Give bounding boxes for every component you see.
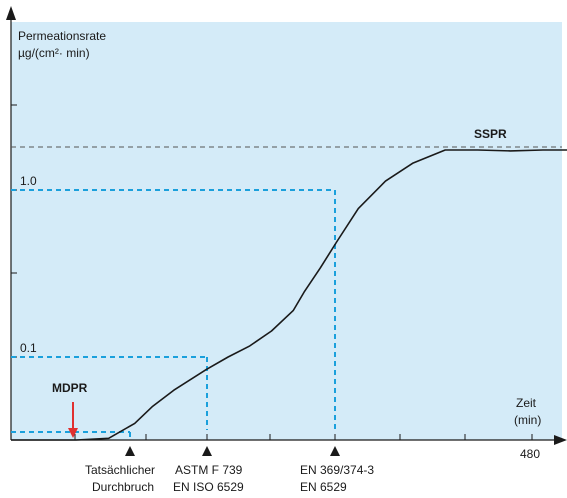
mdpr-arrow: [68, 402, 78, 438]
y-tick-label-0.1: 0.1: [20, 341, 37, 355]
plot-background: [11, 22, 562, 440]
marker-triangle-astm: [202, 446, 212, 456]
y-tick-label-1.0: 1.0: [20, 174, 37, 188]
marker-label-en369-line1: EN 369/374-3: [300, 463, 374, 477]
mdpr-label: MDPR: [52, 381, 88, 395]
x-axis-title-line2: (min): [514, 413, 541, 427]
marker-label-breakthrough-line2: Durchbruch: [92, 480, 154, 494]
sspr-label: SSPR: [474, 127, 507, 141]
marker-label-en369-line2: EN 6529: [300, 480, 347, 494]
marker-triangle-en369: [330, 446, 340, 456]
marker-label-astm-line1: ASTM F 739: [175, 463, 243, 477]
permeation-curve: [11, 149, 567, 441]
x-axis-arrow: [554, 435, 567, 445]
marker-label-breakthrough-line1: Tatsächlicher: [85, 463, 155, 477]
y-axis-title-line2: µg/(cm²· min): [18, 46, 90, 60]
y-axis-title-line1: Permeationsrate: [18, 29, 106, 43]
marker-triangle-breakthrough: [125, 446, 135, 456]
marker-label-astm-line2: EN ISO 6529: [173, 480, 244, 494]
x-axis-title-line1: Zeit: [516, 396, 537, 410]
y-axis-arrow: [6, 6, 16, 20]
x-tick-label-480: 480: [520, 447, 540, 461]
